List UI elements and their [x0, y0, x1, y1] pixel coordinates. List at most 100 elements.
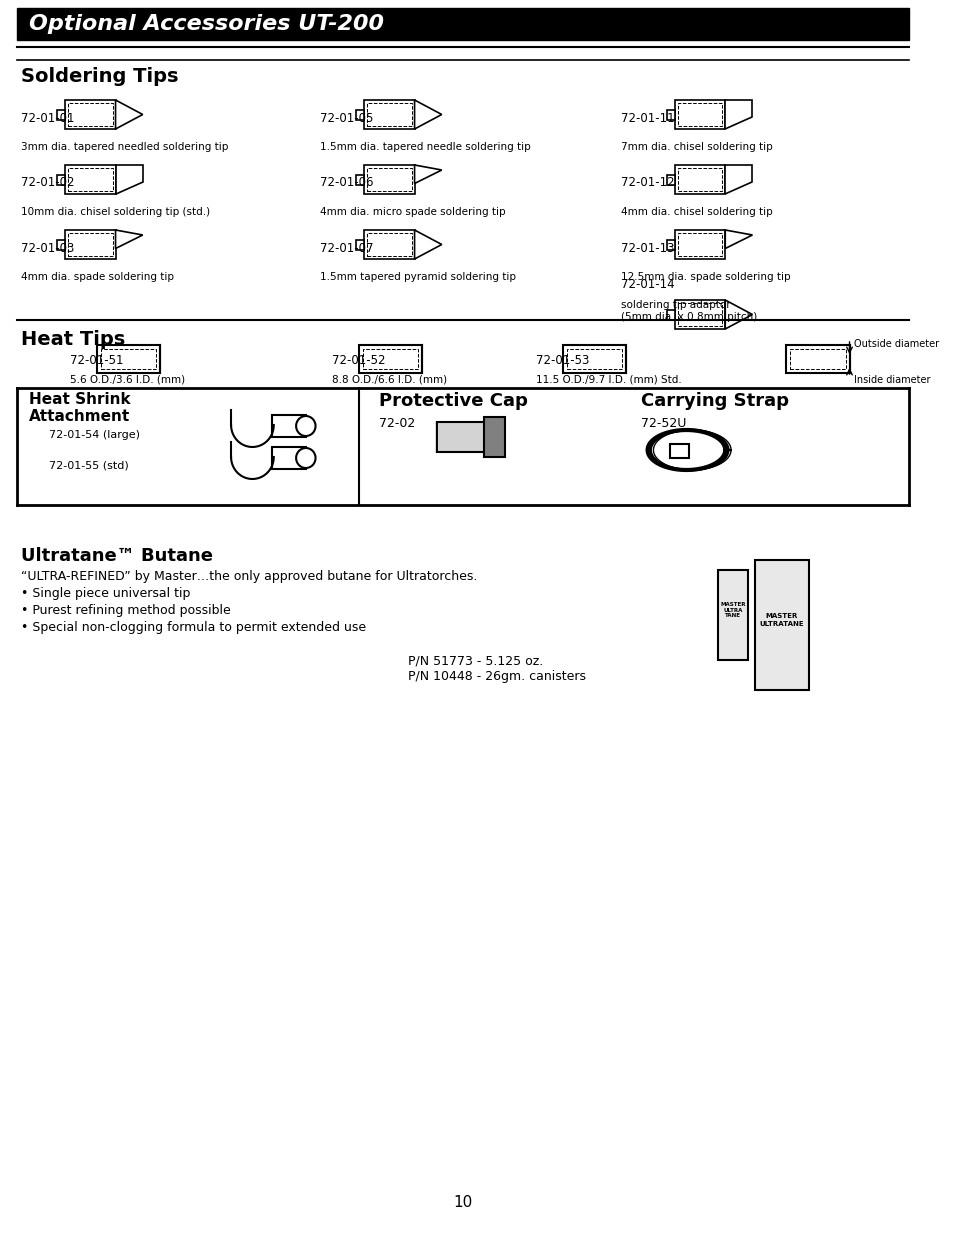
Bar: [364, 100, 415, 128]
Text: 72-01-53: 72-01-53: [536, 353, 589, 367]
Bar: [101, 350, 156, 369]
Text: 72-01-06: 72-01-06: [320, 177, 374, 189]
Bar: [17, 7, 908, 40]
Text: Carrying Strap: Carrying Strap: [640, 391, 788, 410]
Bar: [272, 415, 306, 437]
Text: 5.6 O.D./3.6 I.D. (mm): 5.6 O.D./3.6 I.D. (mm): [70, 375, 185, 385]
Text: P/N 10448 - 26gm. canisters: P/N 10448 - 26gm. canisters: [407, 671, 585, 683]
Bar: [674, 230, 724, 259]
Bar: [566, 350, 621, 369]
Bar: [666, 110, 674, 120]
Bar: [65, 165, 115, 194]
Bar: [367, 233, 412, 256]
Text: 12.5mm dia. spade soldering tip: 12.5mm dia. spade soldering tip: [620, 272, 790, 282]
Text: 10: 10: [453, 1195, 473, 1210]
Bar: [562, 345, 625, 373]
Bar: [97, 345, 160, 373]
Bar: [367, 168, 412, 191]
Polygon shape: [115, 100, 143, 128]
Text: “ULTRA-REFINED” by Master…the only approved butane for Ultratorches.: “ULTRA-REFINED” by Master…the only appro…: [21, 571, 477, 583]
Text: 72-01-55 (std): 72-01-55 (std): [49, 459, 128, 471]
Bar: [363, 350, 418, 369]
Text: 72-01-02: 72-01-02: [21, 177, 74, 189]
Text: 72-52U: 72-52U: [640, 417, 685, 430]
Bar: [355, 110, 364, 120]
Bar: [785, 345, 848, 373]
Polygon shape: [415, 230, 441, 259]
Text: 72-01-12: 72-01-12: [620, 177, 675, 189]
Bar: [677, 168, 721, 191]
Text: 72-01-52: 72-01-52: [332, 353, 385, 367]
Text: Soldering Tips: Soldering Tips: [21, 67, 178, 86]
Polygon shape: [724, 165, 752, 194]
Bar: [364, 165, 415, 194]
Text: Outside diameter: Outside diameter: [854, 338, 939, 350]
Polygon shape: [415, 100, 441, 128]
Text: 1.5mm tapered pyramid soldering tip: 1.5mm tapered pyramid soldering tip: [320, 272, 516, 282]
Polygon shape: [115, 230, 143, 248]
Bar: [68, 233, 112, 256]
Polygon shape: [724, 300, 752, 329]
Bar: [57, 110, 65, 120]
Text: 10mm dia. chisel soldering tip (std.): 10mm dia. chisel soldering tip (std.): [21, 207, 211, 217]
Text: 4mm dia. spade soldering tip: 4mm dia. spade soldering tip: [21, 272, 174, 282]
Polygon shape: [724, 100, 752, 128]
Bar: [677, 303, 721, 326]
Text: Heat Shrink
Attachment: Heat Shrink Attachment: [30, 391, 131, 425]
Text: 72-01-07: 72-01-07: [320, 242, 374, 254]
Bar: [68, 103, 112, 126]
Bar: [483, 417, 504, 457]
Text: 72-01-13: 72-01-13: [620, 242, 674, 254]
Text: Optional Accessories UT-200: Optional Accessories UT-200: [30, 14, 384, 35]
Polygon shape: [724, 230, 752, 248]
Text: 7mm dia. chisel soldering tip: 7mm dia. chisel soldering tip: [620, 142, 772, 152]
Bar: [57, 175, 65, 185]
Polygon shape: [115, 165, 143, 194]
Polygon shape: [436, 422, 490, 452]
Text: MASTER
ULTRA
TANE: MASTER ULTRA TANE: [720, 601, 745, 619]
Text: 4mm dia. chisel soldering tip: 4mm dia. chisel soldering tip: [620, 207, 772, 217]
Bar: [359, 345, 422, 373]
Polygon shape: [415, 165, 441, 184]
Bar: [789, 350, 844, 369]
Bar: [367, 103, 412, 126]
Text: 11.5 O.D./9.7 I.D. (mm) Std.: 11.5 O.D./9.7 I.D. (mm) Std.: [536, 375, 681, 385]
Text: 72-01-05: 72-01-05: [320, 111, 374, 125]
Circle shape: [295, 416, 315, 436]
Bar: [755, 559, 808, 690]
Bar: [65, 100, 115, 128]
Text: Heat Tips: Heat Tips: [21, 330, 126, 350]
Bar: [57, 240, 65, 249]
Text: Ultratane™ Butane: Ultratane™ Butane: [21, 547, 213, 564]
Bar: [364, 230, 415, 259]
Text: • Special non-clogging formula to permit extended use: • Special non-clogging formula to permit…: [21, 621, 366, 634]
Text: Inside diameter: Inside diameter: [854, 375, 930, 385]
Text: 72-01-54 (large): 72-01-54 (large): [49, 430, 139, 440]
Bar: [669, 445, 689, 458]
Bar: [355, 240, 364, 249]
Bar: [666, 240, 674, 249]
Bar: [666, 175, 674, 185]
Text: soldering tip adaptor
(5mm dia. x 0.8mm pitch): soldering tip adaptor (5mm dia. x 0.8mm …: [620, 300, 757, 322]
Text: • Purest refining method possible: • Purest refining method possible: [21, 604, 231, 618]
Bar: [68, 168, 112, 191]
Text: 72-01-03: 72-01-03: [21, 242, 74, 254]
Text: 72-01-11: 72-01-11: [620, 111, 675, 125]
Text: 72-02: 72-02: [378, 417, 415, 430]
Bar: [674, 300, 724, 329]
Text: 3mm dia. tapered needled soldering tip: 3mm dia. tapered needled soldering tip: [21, 142, 229, 152]
Bar: [677, 233, 721, 256]
Text: Protective Cap: Protective Cap: [378, 391, 527, 410]
Text: MASTER
ULTRATANE: MASTER ULTRATANE: [759, 614, 803, 626]
Bar: [718, 571, 747, 659]
Circle shape: [295, 448, 315, 468]
Text: P/N 51773 - 5.125 oz.: P/N 51773 - 5.125 oz.: [407, 655, 542, 668]
Bar: [674, 165, 724, 194]
Text: 72-01-51: 72-01-51: [70, 353, 123, 367]
Bar: [666, 310, 674, 320]
Text: • Single piece universal tip: • Single piece universal tip: [21, 587, 191, 600]
Text: 1.5mm dia. tapered needle soldering tip: 1.5mm dia. tapered needle soldering tip: [320, 142, 531, 152]
Bar: [677, 103, 721, 126]
Text: 8.8 O.D./6.6 I.D. (mm): 8.8 O.D./6.6 I.D. (mm): [332, 375, 447, 385]
Text: 72-01-01: 72-01-01: [21, 111, 74, 125]
